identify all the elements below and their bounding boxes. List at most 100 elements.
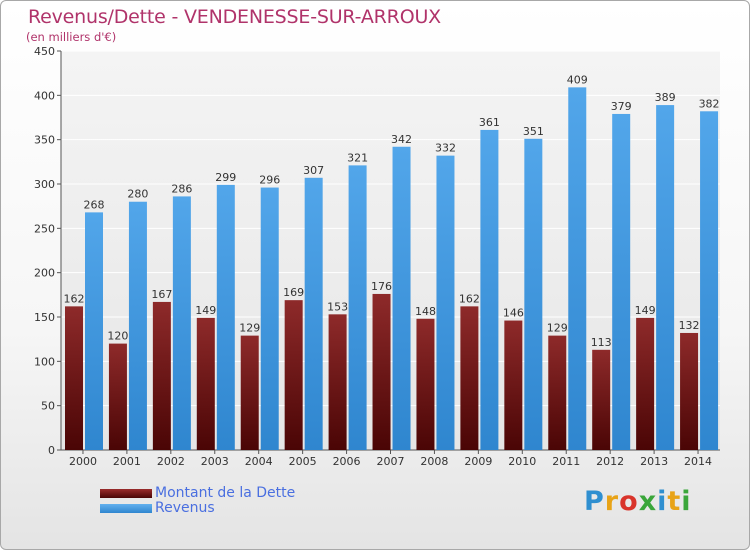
bar-debt	[592, 349, 611, 450]
bar-revenue	[172, 196, 191, 450]
bar-revenue	[348, 165, 367, 450]
bar-debt	[65, 306, 83, 450]
logo-letter: r	[604, 486, 620, 517]
data-label-revenue: 321	[347, 151, 368, 164]
y-tick-label: 150	[34, 311, 55, 324]
bar-revenue	[480, 129, 499, 450]
x-tick-label: 2002	[157, 455, 185, 468]
bar-debt	[196, 317, 215, 450]
data-label-revenue: 361	[479, 116, 500, 129]
y-tick-label: 200	[34, 267, 55, 280]
x-tick-label: 2007	[377, 455, 405, 468]
x-tick-label: 2008	[420, 455, 448, 468]
data-label-debt: 148	[415, 305, 436, 318]
y-tick-label: 350	[34, 134, 55, 147]
data-label-revenue: 286	[171, 182, 192, 195]
data-label-revenue: 307	[303, 164, 324, 177]
bar-debt	[328, 314, 347, 450]
legend-swatch-revenue	[100, 504, 152, 513]
y-tick-label: 250	[34, 222, 55, 235]
bar-revenue	[612, 113, 631, 450]
bar-revenue	[260, 187, 279, 450]
y-tick-label: 100	[34, 355, 55, 368]
bar-debt	[372, 293, 391, 450]
data-label-debt: 167	[151, 288, 172, 301]
bar-debt	[548, 335, 567, 450]
data-label-debt: 120	[107, 330, 128, 343]
chart-subtitle: (en milliers d'€)	[26, 30, 117, 44]
y-tick-label: 50	[41, 400, 55, 413]
x-tick-label: 2003	[201, 455, 229, 468]
logo-letter: i	[681, 486, 692, 517]
x-tick-label: 2006	[333, 455, 361, 468]
x-tick-label: 2005	[289, 455, 317, 468]
proxiti-logo: Proxiti	[584, 486, 692, 517]
data-label-debt: 149	[635, 304, 656, 317]
data-label-revenue: 342	[391, 133, 412, 146]
data-label-debt: 132	[679, 319, 700, 332]
data-label-revenue: 296	[259, 174, 280, 187]
x-tick-label: 2014	[684, 455, 712, 468]
logo-letter: P	[584, 486, 605, 517]
x-tick-label: 2012	[596, 455, 624, 468]
bar-revenue	[85, 212, 103, 450]
data-label-debt: 129	[547, 322, 568, 335]
bar-revenue	[436, 155, 455, 451]
data-label-debt: 169	[283, 286, 304, 299]
bar-debt	[152, 301, 171, 450]
data-label-debt: 176	[371, 280, 392, 293]
x-tick-label: 2013	[640, 455, 668, 468]
x-tick-label: 2011	[552, 455, 580, 468]
logo-letter: t	[667, 486, 682, 517]
chart-title: Revenus/Dette - VENDENESSE-SUR-ARROUX	[28, 6, 441, 28]
x-tick-label: 2000	[69, 455, 97, 468]
bar-revenue	[392, 146, 411, 450]
data-label-revenue: 382	[699, 97, 720, 110]
bar-revenue	[700, 111, 719, 450]
bar-revenue	[656, 105, 675, 450]
bar-debt	[108, 343, 127, 450]
bar-revenue	[568, 87, 587, 450]
bar-debt	[416, 318, 435, 450]
data-label-revenue: 389	[655, 91, 676, 104]
logo-letter: x	[638, 486, 658, 517]
logo-letter: i	[657, 486, 668, 517]
bar-revenue	[524, 138, 543, 450]
bar-debt	[284, 300, 303, 450]
data-label-revenue: 280	[127, 188, 148, 201]
data-label-debt: 129	[239, 322, 260, 335]
y-tick-label: 300	[34, 178, 55, 191]
legend-swatch-debt	[100, 489, 152, 498]
logo-letter: o	[619, 486, 639, 517]
x-tick-label: 2001	[113, 455, 141, 468]
data-label-debt: 113	[591, 336, 612, 349]
bar-revenue	[216, 184, 235, 451]
data-label-debt: 162	[459, 292, 480, 305]
legend-label-debt: Montant de la Dette	[155, 485, 296, 501]
data-label-revenue: 351	[523, 125, 544, 138]
data-label-revenue: 299	[215, 171, 236, 184]
data-label-revenue: 379	[611, 100, 632, 113]
x-tick-label: 2004	[245, 455, 273, 468]
data-label-debt: 153	[327, 300, 348, 313]
bar-revenue	[128, 201, 147, 450]
x-tick-label: 2010	[508, 455, 536, 468]
data-label-revenue: 268	[84, 198, 105, 211]
data-label-debt: 162	[64, 292, 85, 305]
bar-debt	[504, 320, 523, 450]
data-label-debt: 149	[195, 304, 216, 317]
bar-debt	[240, 335, 259, 450]
y-tick-label: 0	[48, 444, 55, 457]
y-tick-label: 450	[34, 45, 55, 58]
bar-debt	[680, 332, 699, 450]
x-tick-label: 2009	[464, 455, 492, 468]
y-tick-label: 400	[34, 89, 55, 102]
bar-debt	[636, 317, 655, 450]
bar-revenue	[304, 177, 323, 450]
data-label-revenue: 409	[567, 73, 588, 86]
bar-debt	[460, 306, 479, 450]
legend-label-revenue: Revenus	[155, 500, 215, 516]
data-label-revenue: 332	[435, 142, 456, 155]
data-label-debt: 146	[503, 307, 524, 320]
